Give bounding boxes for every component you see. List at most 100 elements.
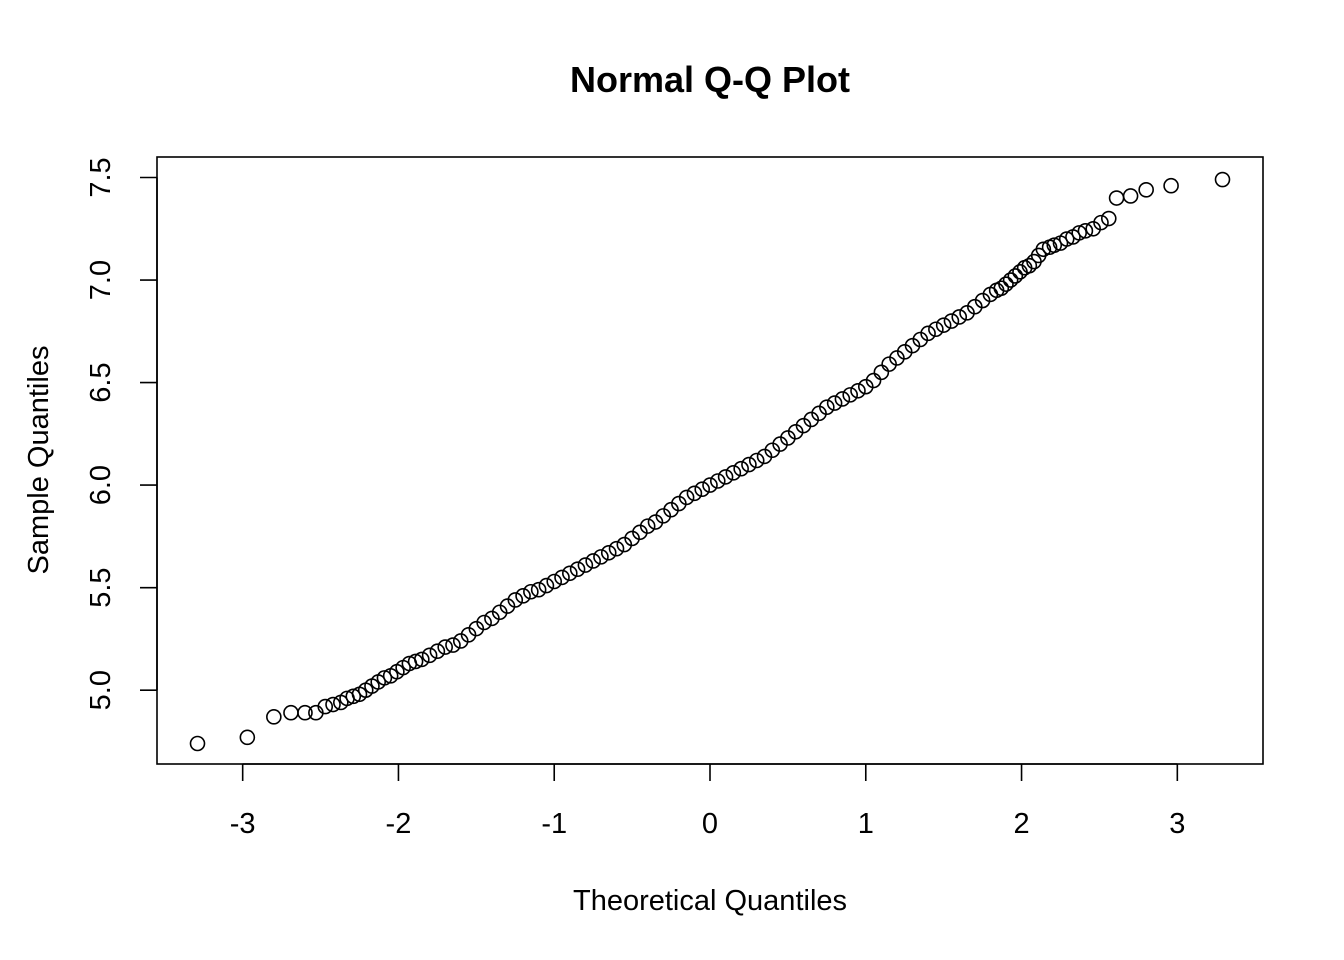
data-point xyxy=(639,518,656,534)
data-point xyxy=(239,729,256,746)
data-point xyxy=(437,639,453,655)
data-point xyxy=(484,610,500,627)
data-point xyxy=(569,561,586,577)
data-point xyxy=(491,604,508,621)
data-point xyxy=(896,344,913,360)
data-point xyxy=(266,709,282,725)
data-point xyxy=(756,448,773,465)
x-tick-label: -1 xyxy=(541,808,567,840)
data-point xyxy=(616,536,633,553)
data-point xyxy=(530,581,547,598)
data-point xyxy=(515,588,531,604)
data-point xyxy=(1093,214,1109,231)
data-point xyxy=(585,553,601,569)
x-tick-label: -3 xyxy=(230,808,256,840)
data-point xyxy=(317,698,334,715)
data-point xyxy=(733,460,749,477)
y-tick-label: 6.5 xyxy=(85,362,117,402)
data-point xyxy=(538,577,555,594)
data-point xyxy=(546,573,563,590)
data-point xyxy=(686,485,703,502)
data-point xyxy=(562,565,578,582)
data-point xyxy=(1085,220,1102,237)
data-point xyxy=(928,321,944,338)
y-tick-label: 7.5 xyxy=(85,157,117,197)
x-tick-label: 1 xyxy=(858,808,874,840)
data-point xyxy=(748,452,765,469)
data-point xyxy=(865,372,882,389)
data-point xyxy=(460,627,477,643)
x-axis-label: Theoretical Quantiles xyxy=(573,885,847,917)
data-point xyxy=(407,653,424,670)
data-point xyxy=(608,540,625,557)
y-tick-label: 5.0 xyxy=(85,670,117,710)
data-point xyxy=(764,442,781,459)
data-point xyxy=(655,508,672,524)
data-point xyxy=(943,313,960,329)
data-point xyxy=(857,378,874,395)
data-point xyxy=(780,430,796,446)
data-point xyxy=(414,651,430,668)
data-point xyxy=(429,643,446,660)
data-point xyxy=(787,423,804,440)
data-point xyxy=(1138,182,1154,198)
x-tick-label: 2 xyxy=(1013,808,1029,840)
data-point xyxy=(741,456,757,473)
data-point xyxy=(1163,177,1179,194)
data-point xyxy=(577,557,594,573)
data-point xyxy=(593,549,609,565)
data-point xyxy=(702,477,718,493)
data-point xyxy=(499,598,516,614)
data-point xyxy=(998,276,1014,292)
data-point xyxy=(717,469,734,485)
x-tick-label: 0 xyxy=(702,808,718,840)
data-point xyxy=(468,620,485,637)
data-point xyxy=(904,337,921,354)
data-point xyxy=(452,633,469,649)
data-point xyxy=(1046,237,1063,253)
data-point xyxy=(1214,171,1231,188)
data-point xyxy=(709,473,726,489)
x-axis: -3 -2 -1 0 1 2 3 xyxy=(230,763,1185,840)
data-points xyxy=(189,171,1231,752)
data-point xyxy=(725,465,742,481)
data-point xyxy=(1071,225,1087,241)
data-point xyxy=(554,569,570,586)
data-point xyxy=(694,481,711,498)
y-tick-label: 7.0 xyxy=(85,260,117,300)
data-point xyxy=(842,387,858,403)
data-point xyxy=(772,436,788,452)
data-point xyxy=(881,356,897,372)
data-point xyxy=(445,637,461,653)
data-point xyxy=(803,411,820,428)
data-point xyxy=(826,395,843,411)
data-point xyxy=(1122,188,1139,204)
data-point xyxy=(376,670,393,686)
data-point xyxy=(1021,257,1038,274)
data-point xyxy=(600,544,617,561)
data-point xyxy=(935,317,952,333)
y-tick-label: 6.0 xyxy=(85,465,117,505)
data-point xyxy=(1058,231,1075,247)
y-axis-label: Sample Quantiles xyxy=(23,346,55,575)
data-point xyxy=(993,280,1010,297)
data-point xyxy=(1007,268,1024,284)
data-point xyxy=(476,614,492,631)
data-point xyxy=(967,298,983,315)
data-point xyxy=(189,735,206,752)
data-point xyxy=(1002,272,1019,288)
data-point xyxy=(920,325,936,342)
data-point xyxy=(974,292,991,309)
data-point xyxy=(325,696,341,713)
x-tick-label: -2 xyxy=(386,808,412,840)
data-point xyxy=(297,704,313,721)
data-point xyxy=(959,305,975,321)
data-point xyxy=(1035,241,1052,258)
x-tick-label: 3 xyxy=(1169,808,1185,840)
data-point xyxy=(873,364,890,381)
data-point xyxy=(663,501,679,518)
data-point xyxy=(523,583,539,600)
data-point xyxy=(819,399,835,415)
